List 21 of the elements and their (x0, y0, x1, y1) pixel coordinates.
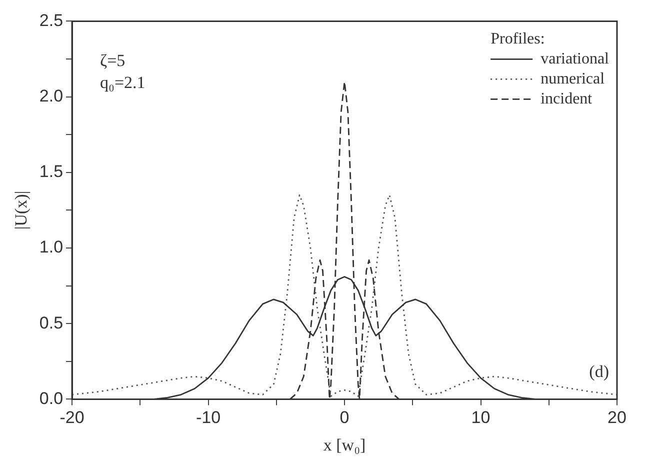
annotation: q₀=2.1 (100, 73, 146, 92)
x-tick-label: -20 (60, 408, 84, 428)
x-tick-label: 20 (608, 408, 626, 428)
y-tick-label: 2.5 (39, 10, 64, 30)
x-axis-title: x [w₀] (323, 435, 366, 454)
y-axis-title: |U(x)| (12, 190, 31, 230)
y-tick-label: 0.5 (39, 313, 64, 332)
legend-label: incident (540, 90, 593, 108)
y-tick-label: 1.5 (39, 162, 64, 182)
y-tick-label: 1.0 (39, 238, 64, 257)
y-tick-label: 0.0 (39, 388, 64, 408)
legend-label: variational (540, 50, 610, 68)
legend-label: numerical (540, 70, 606, 88)
annotation: (d) (589, 362, 609, 382)
x-tick-label: -10 (196, 408, 221, 428)
legend-title: Profiles: (490, 30, 545, 48)
line-series (72, 194, 617, 397)
annotation: ζ=5 (100, 51, 126, 70)
y-tick-label: 2.0 (39, 86, 64, 106)
x-tick-label: 0 (340, 408, 350, 428)
x-tick-label: 10 (471, 408, 490, 428)
